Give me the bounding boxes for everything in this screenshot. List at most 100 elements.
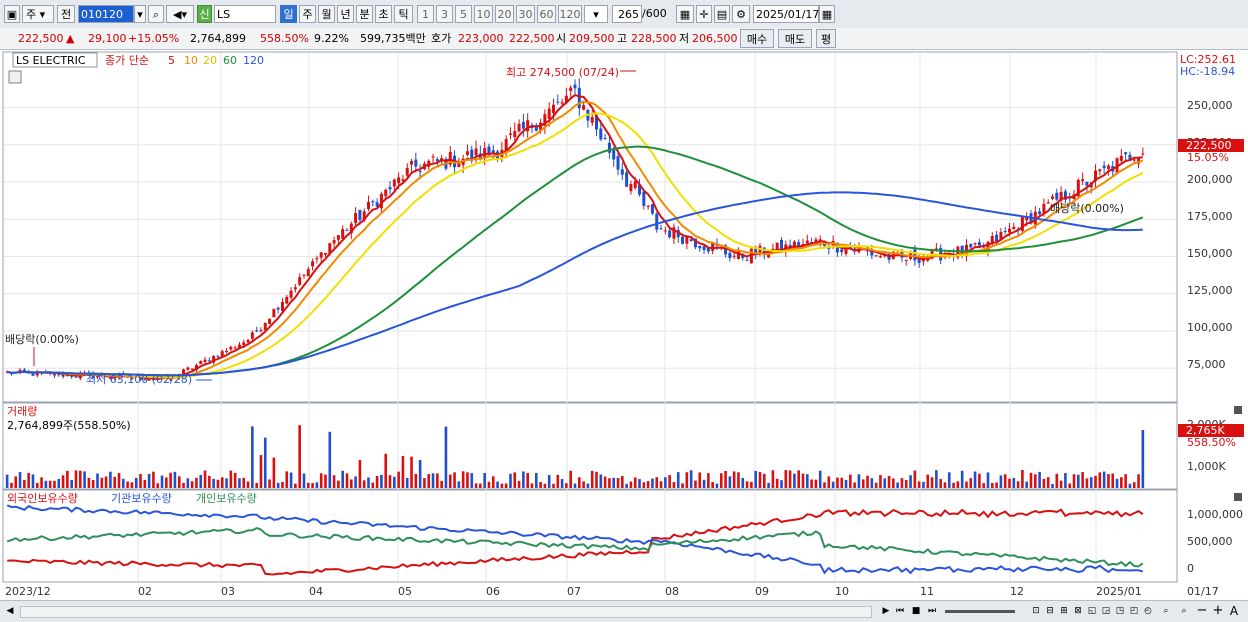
buy-button[interactable]: 매수 [740, 29, 774, 48]
ask-price: 223,000 [458, 32, 504, 45]
gear-icon[interactable]: ⚙ [732, 5, 750, 23]
interval-5[interactable]: 5 [455, 5, 472, 23]
zoom-tool-1-icon[interactable]: ⊡ [1032, 606, 1040, 616]
scroll-bar[interactable]: ◀ ▶ ⏮ ■ ⏭ ⊡ ⊟ ⊞ ⊠ ◱ ◲ ◳ ◰ ◴ ⌕ ⌕ − + A [0, 600, 1248, 622]
candle-body [384, 189, 388, 197]
zoom-tool-9-icon[interactable]: ◴ [1144, 606, 1152, 616]
chart-area[interactable]: LS ELECTRIC 종가 단순 5 10 20 60 120 LC:252.… [0, 50, 1248, 600]
magnifier-2-icon[interactable]: ⌕ [1181, 606, 1187, 616]
volume-bar [780, 480, 783, 488]
volume-panel-close-icon[interactable] [1234, 406, 1242, 414]
candle-body [814, 239, 818, 242]
holding-line-1 [6, 504, 1144, 575]
volume-bar [990, 483, 994, 488]
interval-20[interactable]: 20 [495, 5, 514, 23]
interval-120[interactable]: 120 [558, 5, 582, 23]
x-label-12: 12 [1010, 585, 1024, 598]
volume-bar [182, 482, 185, 488]
prev-button[interactable]: 전 [57, 5, 75, 23]
search-icon[interactable]: ⌕ [148, 5, 164, 23]
zoom-tool-5-icon[interactable]: ◱ [1087, 606, 1097, 616]
zoom-tool-7-icon[interactable]: ◳ [1115, 606, 1125, 616]
volume-bar [238, 478, 241, 488]
ma-line-120 [6, 191, 1143, 377]
stop-icon[interactable]: ■ [911, 606, 921, 616]
volume-bar [53, 480, 56, 488]
interval-10[interactable]: 10 [474, 5, 493, 23]
period-minute[interactable]: 분 [356, 5, 373, 23]
zoom-slider[interactable] [945, 610, 1015, 613]
volume-bar [358, 459, 362, 488]
volume-bar [423, 478, 426, 488]
count-input[interactable]: 265 [612, 5, 642, 23]
volume-bar [44, 480, 48, 488]
market-type-select[interactable]: 주 ▾ [22, 5, 54, 23]
low-label: 저 [679, 32, 690, 45]
candle-body [517, 123, 521, 132]
volume-bar [496, 481, 499, 488]
zoom-in-icon[interactable]: + [1212, 603, 1224, 618]
zoom-tool-6-icon[interactable]: ◲ [1101, 606, 1111, 616]
save-icon[interactable]: ▤ [714, 5, 730, 23]
scroll-right-icon[interactable]: ▶ [882, 606, 890, 616]
first-page-icon[interactable]: ⏮ [895, 606, 905, 616]
period-week[interactable]: 주 [299, 5, 316, 23]
zoom-tool-8-icon[interactable]: ◰ [1129, 606, 1139, 616]
interval-1[interactable]: 1 [417, 5, 434, 23]
crosshair-icon[interactable]: ✛ [696, 5, 712, 23]
period-second[interactable]: 초 [375, 5, 392, 23]
scroll-left-icon[interactable]: ◀ [6, 606, 14, 616]
interval-30[interactable]: 30 [516, 5, 535, 23]
avg-button[interactable]: 평 [816, 29, 836, 48]
font-size-icon[interactable]: A [1229, 604, 1239, 618]
zoom-out-icon[interactable]: − [1196, 603, 1208, 618]
interval-3[interactable]: 3 [436, 5, 453, 23]
holding-tick-1000000: 1,000,000 [1187, 508, 1243, 521]
sell-button[interactable]: 매도 [778, 29, 812, 48]
period-day[interactable]: 일 [280, 5, 297, 23]
chart-settings-icon[interactable]: ▦ [676, 5, 694, 23]
zoom-tool-2-icon[interactable]: ⊟ [1046, 606, 1054, 616]
speaker-icon[interactable]: ◀▾ [166, 5, 194, 23]
last-page-icon[interactable]: ⏭ [927, 606, 937, 616]
candle-body [487, 146, 491, 155]
candle-body [659, 228, 663, 230]
candle-body [762, 247, 766, 256]
candle-body [1020, 216, 1024, 231]
volume-bar [728, 476, 732, 488]
volume-bar [1042, 478, 1046, 488]
volume-bar [719, 473, 723, 488]
stock-code-input[interactable]: 010120 [78, 5, 134, 23]
grid-toggle-icon[interactable] [8, 70, 22, 84]
zoom-tool-3-icon[interactable]: ⊞ [1060, 606, 1068, 616]
calendar-icon[interactable]: ▦ [819, 5, 835, 23]
interval-60[interactable]: 60 [537, 5, 556, 23]
volume-bar [448, 474, 452, 488]
magnifier-icon[interactable]: ⌕ [1163, 606, 1169, 616]
date-input[interactable]: 2025/01/17 [753, 5, 819, 23]
period-year[interactable]: 년 [337, 5, 354, 23]
stock-name-field[interactable]: LS ELECTRI [214, 5, 276, 39]
x-label-2023-12: 2023/12 [5, 585, 51, 598]
candle-body [1076, 180, 1080, 197]
new-badge[interactable]: 신 [197, 5, 212, 23]
x-label-05: 05 [398, 585, 412, 598]
candle-body [371, 201, 375, 203]
zoom-tool-4-icon[interactable]: ⊠ [1074, 606, 1082, 616]
volume-bar [1055, 473, 1059, 488]
volume-tick-1000k: 1,000K [1187, 460, 1226, 473]
period-month[interactable]: 월 [318, 5, 335, 23]
window-menu-icon[interactable]: ▣ [4, 5, 20, 23]
code-dropdown-icon[interactable]: ▾ [134, 5, 146, 23]
chart-svg[interactable]: LS ELECTRIC 종가 단순 5 10 20 60 120 LC:252.… [0, 50, 1248, 600]
volume-bar [638, 479, 641, 488]
period-tick[interactable]: 틱 [394, 5, 413, 23]
interval-dropdown[interactable]: ▾ [584, 5, 608, 23]
candle-body [977, 242, 981, 246]
volume-bar [629, 481, 633, 488]
candle-body [504, 139, 508, 151]
volume-bar [1008, 478, 1011, 488]
ma-20-label: 20 [203, 54, 217, 67]
holding-panel-close-icon[interactable] [1234, 493, 1242, 501]
scroll-track[interactable] [20, 606, 872, 618]
